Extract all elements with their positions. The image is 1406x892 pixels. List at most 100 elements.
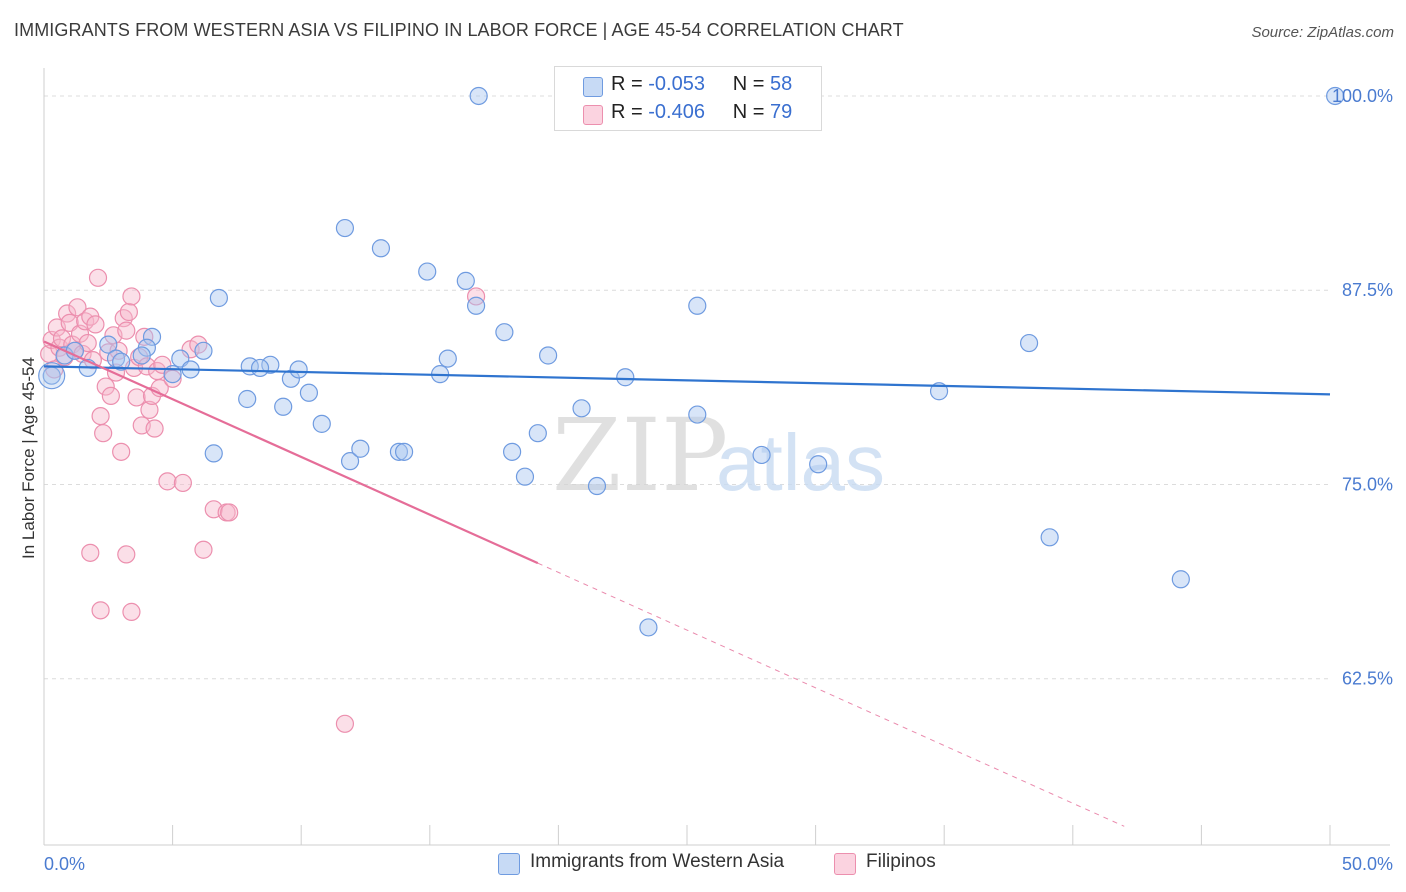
western-asia-point [132, 346, 151, 365]
chart-title: IMMIGRANTS FROM WESTERN ASIA VS FILIPINO… [14, 20, 904, 40]
western-asia-point [281, 369, 301, 388]
western-asia-point [289, 360, 308, 379]
source-label: Source: ZipAtlas.com [1251, 24, 1394, 41]
western-asia-point [194, 341, 213, 360]
legend-swatch-blue [498, 853, 520, 875]
filipino-point [101, 386, 120, 405]
western-asia-point [312, 414, 331, 433]
filipino-point [127, 388, 146, 407]
legend-n-label: N = [732, 73, 765, 95]
filipino-point [119, 302, 138, 322]
filipino-point [96, 377, 115, 396]
filipino-trendline-extension [537, 562, 1125, 827]
filipino-point [122, 602, 141, 622]
legend-n-label: N = [732, 101, 765, 123]
western-asia-point [335, 218, 355, 238]
filipino-point [91, 601, 110, 620]
legend-swatch-pink [834, 853, 856, 875]
legend-n-value: 58 [770, 73, 793, 95]
filipino-point [94, 424, 113, 443]
y-tick-label: 87.5% [1342, 280, 1393, 300]
western-asia-point [340, 452, 360, 471]
filipino-point [466, 287, 486, 306]
western-asia-point [65, 341, 84, 360]
western-asia-point [572, 399, 591, 418]
filipino-point [86, 315, 105, 334]
filipino-point [122, 287, 141, 306]
western-asia-point [503, 442, 522, 461]
western-asia-point [752, 445, 771, 465]
western-asia-point [469, 86, 488, 106]
western-asia-point [261, 355, 280, 374]
western-asia-point [528, 424, 547, 443]
legend-r-label: R = [611, 73, 643, 95]
y-tick-label: 62.5% [1342, 669, 1393, 689]
legend-label: Filipinos [866, 851, 936, 872]
western-asia-points [38, 86, 1345, 637]
watermark-atlas: atlas [716, 418, 885, 507]
western-asia-point [587, 476, 607, 496]
western-asia-point [1019, 333, 1039, 353]
western-asia-point [616, 368, 635, 387]
western-asia-point [209, 288, 228, 308]
legend-n-value: 79 [770, 101, 793, 123]
western-asia-point [389, 442, 409, 461]
western-asia-point [299, 383, 319, 402]
filipino-point [173, 473, 192, 493]
western-asia-point [495, 323, 514, 342]
x-tick-label: 50.0% [1342, 854, 1393, 874]
western-asia-point [438, 349, 457, 368]
western-asia-point [466, 296, 486, 315]
western-asia-point [639, 618, 658, 637]
western-asia-point [688, 296, 707, 315]
western-asia-point [250, 358, 270, 378]
western-asia-point [809, 455, 828, 474]
legend-swatch-pink [583, 105, 603, 125]
y-tick-label: 75.0% [1342, 474, 1393, 494]
western-asia-point [112, 352, 131, 371]
western-asia-point [204, 444, 223, 463]
watermark: ZIP atlas [552, 397, 885, 514]
regression-lines [43, 340, 1331, 827]
filipino-point [220, 503, 239, 522]
filipino-trendline [43, 340, 539, 565]
western-asia-point [38, 362, 66, 390]
legend-swatch-blue [583, 77, 603, 97]
legend-r-value: -0.406 [648, 101, 705, 123]
legend-label: Immigrants from Western Asia [530, 851, 785, 872]
western-asia-trendline [43, 365, 1331, 396]
x-tick-label: 0.0% [44, 854, 85, 874]
filipino-point [145, 419, 164, 438]
western-asia-point [1171, 570, 1190, 589]
filipino-point [88, 268, 108, 287]
western-asia-point [394, 442, 414, 461]
western-asia-point [1326, 86, 1345, 106]
western-asia-point [274, 397, 293, 416]
filipino-point [163, 369, 182, 388]
filipino-point [137, 357, 156, 376]
western-asia-point [688, 405, 707, 424]
y-tick-label: 100.0% [1332, 86, 1393, 106]
filipino-point [68, 298, 87, 317]
filipino-point [158, 472, 177, 491]
western-asia-point [371, 239, 391, 258]
filipino-points [40, 268, 486, 733]
western-asia-point [539, 346, 558, 365]
filipino-point [117, 545, 136, 564]
tick-labels: 100.0% 87.5% 75.0% 62.5% 0.0% 50.0% [44, 86, 1393, 874]
legend-r-label: R = [611, 101, 643, 123]
axes [43, 68, 1390, 846]
filipino-point [140, 400, 159, 419]
western-asia-point [1040, 528, 1059, 547]
western-asia-point [351, 439, 370, 458]
western-asia-point [99, 335, 118, 354]
western-asia-point [142, 327, 162, 346]
gridlines [44, 95, 1330, 680]
western-asia-point [456, 271, 475, 290]
legend-r-value: -0.053 [648, 73, 705, 95]
western-asia-point [515, 467, 535, 486]
filipino-point [81, 543, 100, 562]
filipino-point [112, 442, 131, 461]
y-axis-label: In Labor Force | Age 45-54 [19, 357, 38, 559]
correlation-legend: R = -0.053 N = 58 R = -0.406 N = 79 [554, 66, 822, 131]
